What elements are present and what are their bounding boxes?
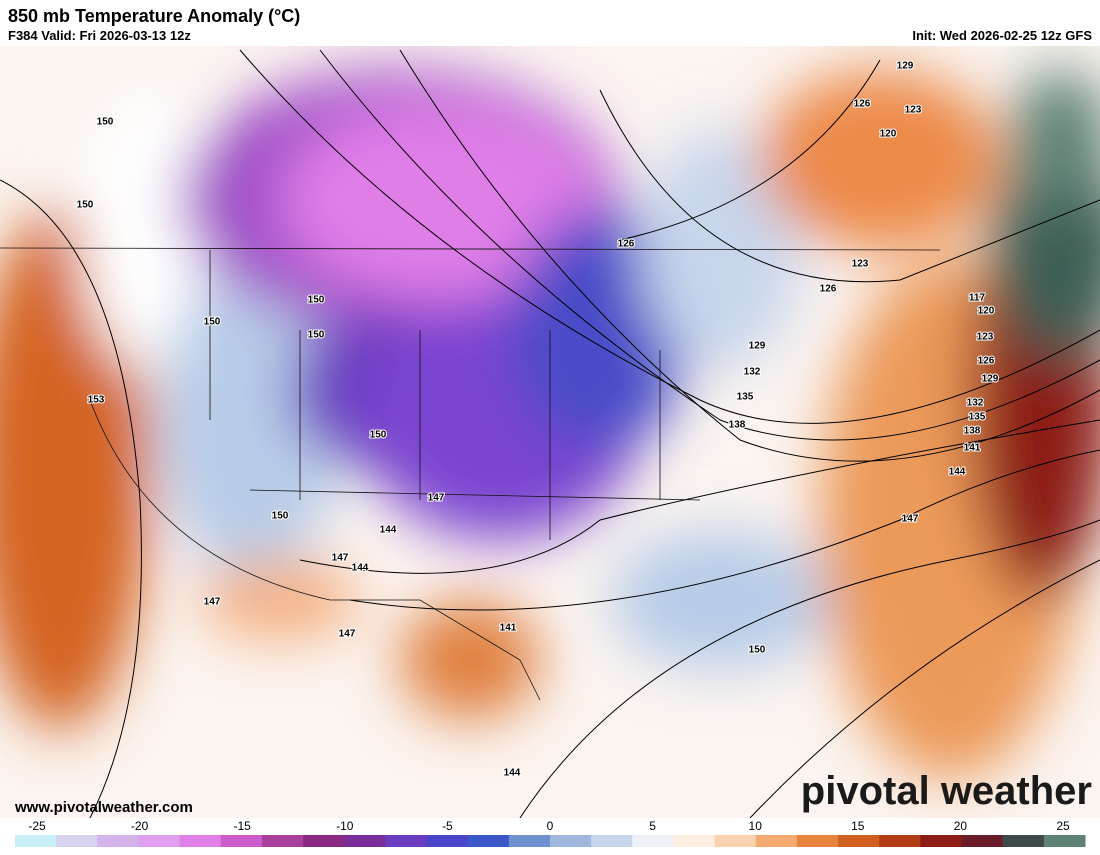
contour-label: 150 xyxy=(97,117,114,128)
colorbar-swatch xyxy=(920,835,963,847)
colorbar-tick-label: 5 xyxy=(649,819,656,833)
colorbar-tick-label: -5 xyxy=(442,819,453,833)
contour-label: 120 xyxy=(880,129,897,140)
contour-label: 129 xyxy=(749,341,766,352)
contour-label: 147 xyxy=(902,514,919,525)
colorbar-swatch xyxy=(467,835,510,847)
contour-label: 126 xyxy=(978,356,995,367)
contour-label: 135 xyxy=(737,392,754,403)
valid-time: F384 Valid: Fri 2026-03-13 12z xyxy=(8,28,191,43)
colorbar-swatch xyxy=(755,835,798,847)
contour-label: 150 xyxy=(77,200,94,211)
colorbar-swatch xyxy=(838,835,880,847)
colorbar-swatch xyxy=(344,835,386,847)
colorbar-swatch xyxy=(303,835,345,847)
height-contours xyxy=(0,49,1100,818)
colorbar-swatch xyxy=(261,835,304,847)
colorbar-swatch xyxy=(550,835,592,847)
contour-label: 147 xyxy=(428,493,445,504)
colorbar-swatch xyxy=(591,835,633,847)
colorbar-tick-label: 0 xyxy=(547,819,554,833)
contour-label: 129 xyxy=(897,61,914,72)
contour-label: 144 xyxy=(380,525,397,536)
colorbar-swatch xyxy=(632,835,674,847)
colorbar-swatch xyxy=(56,835,98,847)
contour-label: 126 xyxy=(854,99,871,110)
contour-label: 144 xyxy=(352,563,369,574)
colorbar-tick-label: -25 xyxy=(28,819,46,833)
contour-label: 150 xyxy=(308,330,325,341)
contour-label: 150 xyxy=(204,317,221,328)
contour-labels: 1501501501501501531501501471441471441471… xyxy=(76,60,1000,780)
colorbar-tick-label: -20 xyxy=(131,819,149,833)
contour-label: 123 xyxy=(852,259,869,270)
borders xyxy=(0,247,941,701)
contour-label: 150 xyxy=(272,511,289,522)
init-time: Init: Wed 2026-02-25 12z GFS xyxy=(912,28,1092,43)
colorbar-swatch xyxy=(879,835,921,847)
contour-label: 117 xyxy=(969,293,986,304)
contour-label: 123 xyxy=(977,332,994,343)
colorbar-swatch xyxy=(97,835,139,847)
title: 850 mb Temperature Anomaly (°C) xyxy=(8,6,300,26)
colorbar-tick-label: 15 xyxy=(851,819,865,833)
colorbar-tick-label: 25 xyxy=(1056,819,1070,833)
colorbar-tick-label: 10 xyxy=(749,819,763,833)
colorbar-tick-label: -10 xyxy=(336,819,354,833)
contour-label: 132 xyxy=(744,367,761,378)
contour-label: 147 xyxy=(339,629,356,640)
contour-label: 141 xyxy=(500,623,517,634)
anomaly-field xyxy=(0,46,1100,818)
contour-label: 153 xyxy=(88,395,105,406)
colorbar-swatch xyxy=(961,835,1004,847)
colorbar: -25 -20 -15 -10 -5 0 5 10 15 20 25 xyxy=(15,819,1086,847)
colorbar-swatch xyxy=(508,835,551,847)
colorbar-swatch xyxy=(15,835,57,847)
contour-label: 129 xyxy=(982,374,999,385)
colorbar-swatch xyxy=(714,835,757,847)
colorbar-swatch xyxy=(426,835,469,847)
contour-label: 144 xyxy=(949,467,966,478)
colorbar-swatch xyxy=(1002,835,1045,847)
contour-label: 147 xyxy=(332,553,349,564)
contour-label: 138 xyxy=(964,426,981,437)
colorbar-swatch xyxy=(796,835,839,847)
website: www.pivotalweather.com xyxy=(14,799,193,816)
contour-label: 150 xyxy=(308,295,325,306)
contour-label: 144 xyxy=(504,768,521,779)
logo: pivotal weather xyxy=(801,769,1092,813)
colorbar-tick-label: 20 xyxy=(954,819,968,833)
contour-label: 132 xyxy=(967,398,984,409)
contour-label: 150 xyxy=(370,430,387,441)
colorbar-swatch xyxy=(385,835,428,847)
contour-label: 126 xyxy=(618,239,635,250)
colorbar-swatch xyxy=(673,835,716,847)
contour-label: 141 xyxy=(964,443,981,454)
contour-label: 138 xyxy=(729,420,746,431)
contour-label: 150 xyxy=(749,645,766,656)
contour-label: 120 xyxy=(978,306,995,317)
contour-label: 135 xyxy=(969,412,986,423)
colorbar-swatch xyxy=(220,835,263,847)
contour-label: 147 xyxy=(204,597,221,608)
colorbar-tick-label: -15 xyxy=(234,819,252,833)
colorbar-swatch xyxy=(1043,835,1086,847)
contour-label: 126 xyxy=(820,284,837,295)
contour-label: 123 xyxy=(905,105,922,116)
colorbar-swatch xyxy=(138,835,181,847)
colorbar-swatch xyxy=(179,835,222,847)
